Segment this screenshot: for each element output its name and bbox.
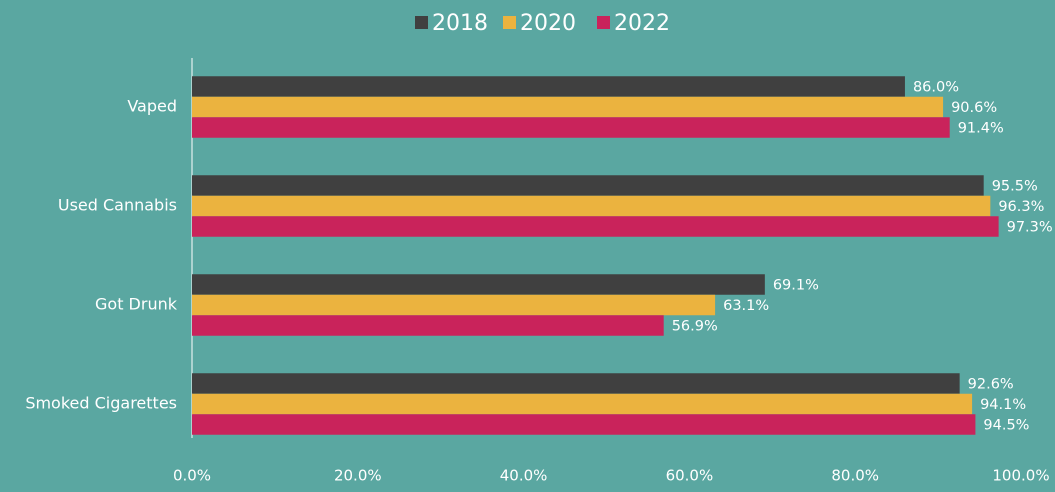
bar <box>192 315 664 336</box>
bar <box>192 195 991 217</box>
bar <box>192 117 950 138</box>
value-label: 86.0% <box>913 80 959 96</box>
value-label: 90.6% <box>951 100 997 116</box>
x-tick-label: 100.0% <box>992 467 1049 485</box>
legend-swatch <box>415 16 428 29</box>
bar <box>192 274 765 295</box>
value-label: 69.1% <box>773 278 819 294</box>
x-tick-label: 60.0% <box>666 467 714 485</box>
x-tick-label: 20.0% <box>334 467 382 485</box>
value-label: 91.4% <box>958 121 1004 137</box>
value-label: 94.1% <box>980 397 1026 413</box>
value-label: 95.5% <box>992 179 1038 195</box>
bar <box>192 96 944 118</box>
bar <box>192 393 973 415</box>
x-tick-label: 80.0% <box>831 467 879 485</box>
value-label: 63.1% <box>723 298 769 314</box>
bar <box>192 294 716 316</box>
category-label: Got Drunk <box>95 295 178 314</box>
x-tick-label: 40.0% <box>500 467 548 485</box>
legend-swatch <box>597 16 610 29</box>
x-tick-label: 0.0% <box>173 467 211 485</box>
value-label: 96.3% <box>998 199 1044 215</box>
legend-swatch <box>503 16 516 29</box>
category-label: Vaped <box>127 97 177 116</box>
category-label: Used Cannabis <box>58 196 177 215</box>
legend-label: 2022 <box>614 11 670 36</box>
value-label: 97.3% <box>1007 220 1053 236</box>
legend-label: 2018 <box>432 11 488 36</box>
category-label: Smoked Cigarettes <box>25 394 177 413</box>
value-label: 92.6% <box>968 377 1014 393</box>
bar <box>192 414 976 435</box>
bar <box>192 76 905 97</box>
bar <box>192 373 960 394</box>
value-label: 56.9% <box>672 319 718 335</box>
bar <box>192 216 999 237</box>
value-label: 94.5% <box>983 418 1029 434</box>
bar <box>192 175 984 196</box>
legend-label: 2020 <box>520 11 576 36</box>
